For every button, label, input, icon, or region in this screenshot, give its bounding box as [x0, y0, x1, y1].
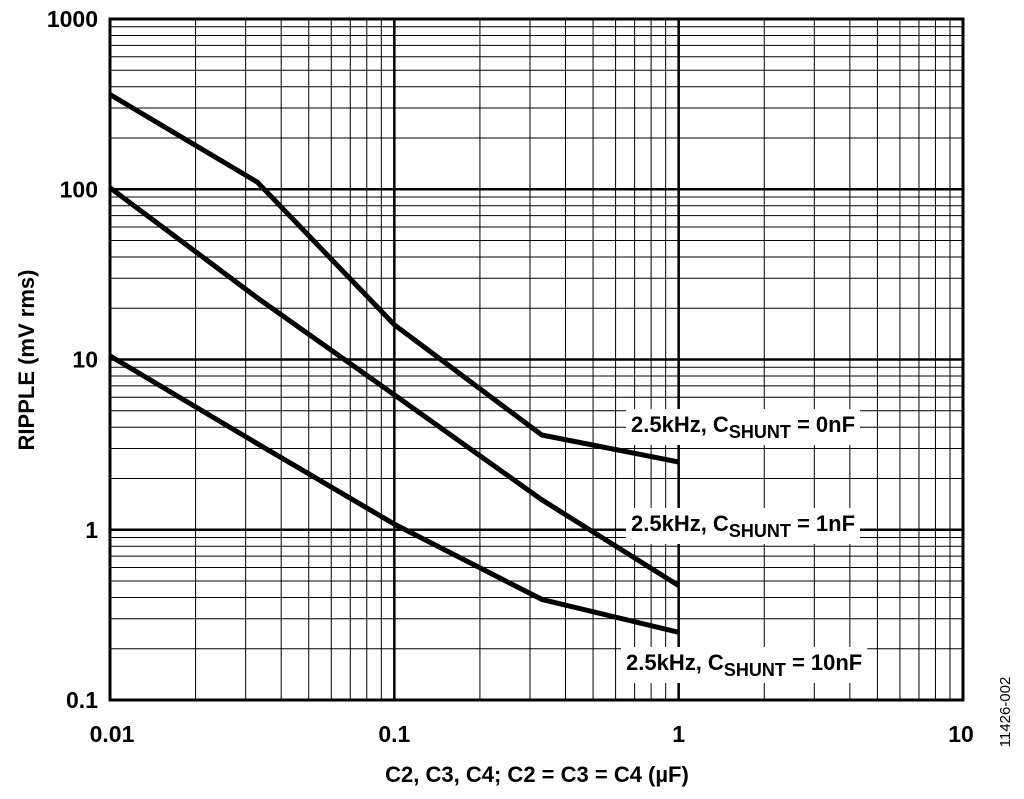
series-label-bg: [621, 647, 868, 683]
y-tick-labels: 0.1 1 10 100 1000: [47, 6, 98, 713]
x-tick-label: 0.01: [90, 721, 135, 747]
x-tick-label: 10: [948, 721, 974, 747]
y-tick-label: 10: [72, 347, 98, 373]
x-tick-labels: 0.01 0.1 1 10: [90, 721, 974, 747]
series-line-2: [108, 353, 680, 635]
y-tick-label: 1: [85, 517, 98, 543]
x-tick-label: 1: [672, 721, 685, 747]
series-lines: [108, 92, 681, 635]
y-axis-title: RIPPLE (mV rms): [14, 270, 39, 451]
series-label-1: 2.5kHz, CSHUNT = 1nF: [631, 511, 855, 541]
series-label-sub: SHUNT: [729, 422, 791, 442]
series-label-2: 2.5kHz, CSHUNT = 10nF: [626, 650, 862, 680]
series-label-0: 2.5kHz, CSHUNT = 0nF: [631, 412, 855, 442]
series-label-tail: = 0nF: [791, 412, 855, 437]
series-label-main: 2.5kHz, C: [631, 511, 729, 536]
y-tick-label: 100: [60, 176, 98, 202]
y-tick-label: 1000: [47, 6, 98, 32]
series-line-0: [108, 92, 680, 465]
x-tick-label: 0.1: [378, 721, 410, 747]
series-label-tail: = 1nF: [791, 511, 855, 536]
series-label-tail: = 10nF: [786, 650, 862, 675]
series-label-bg: [626, 508, 861, 544]
series-label-main: 2.5kHz, C: [626, 650, 724, 675]
plot-frame: [108, 17, 965, 702]
x-axis-title: C2, C3, C4; C2 = C3 = C4 (µF): [385, 762, 689, 787]
figure-id: 11426-002: [997, 677, 1014, 748]
series-label-bg: [626, 409, 861, 445]
series-line-1: [108, 185, 681, 588]
series-label-sub: SHUNT: [724, 660, 786, 680]
series-label-sub: SHUNT: [729, 521, 791, 541]
y-tick-label: 0.1: [66, 687, 98, 713]
series-label-main: 2.5kHz, C: [631, 412, 729, 437]
major-grid: [110, 19, 963, 700]
